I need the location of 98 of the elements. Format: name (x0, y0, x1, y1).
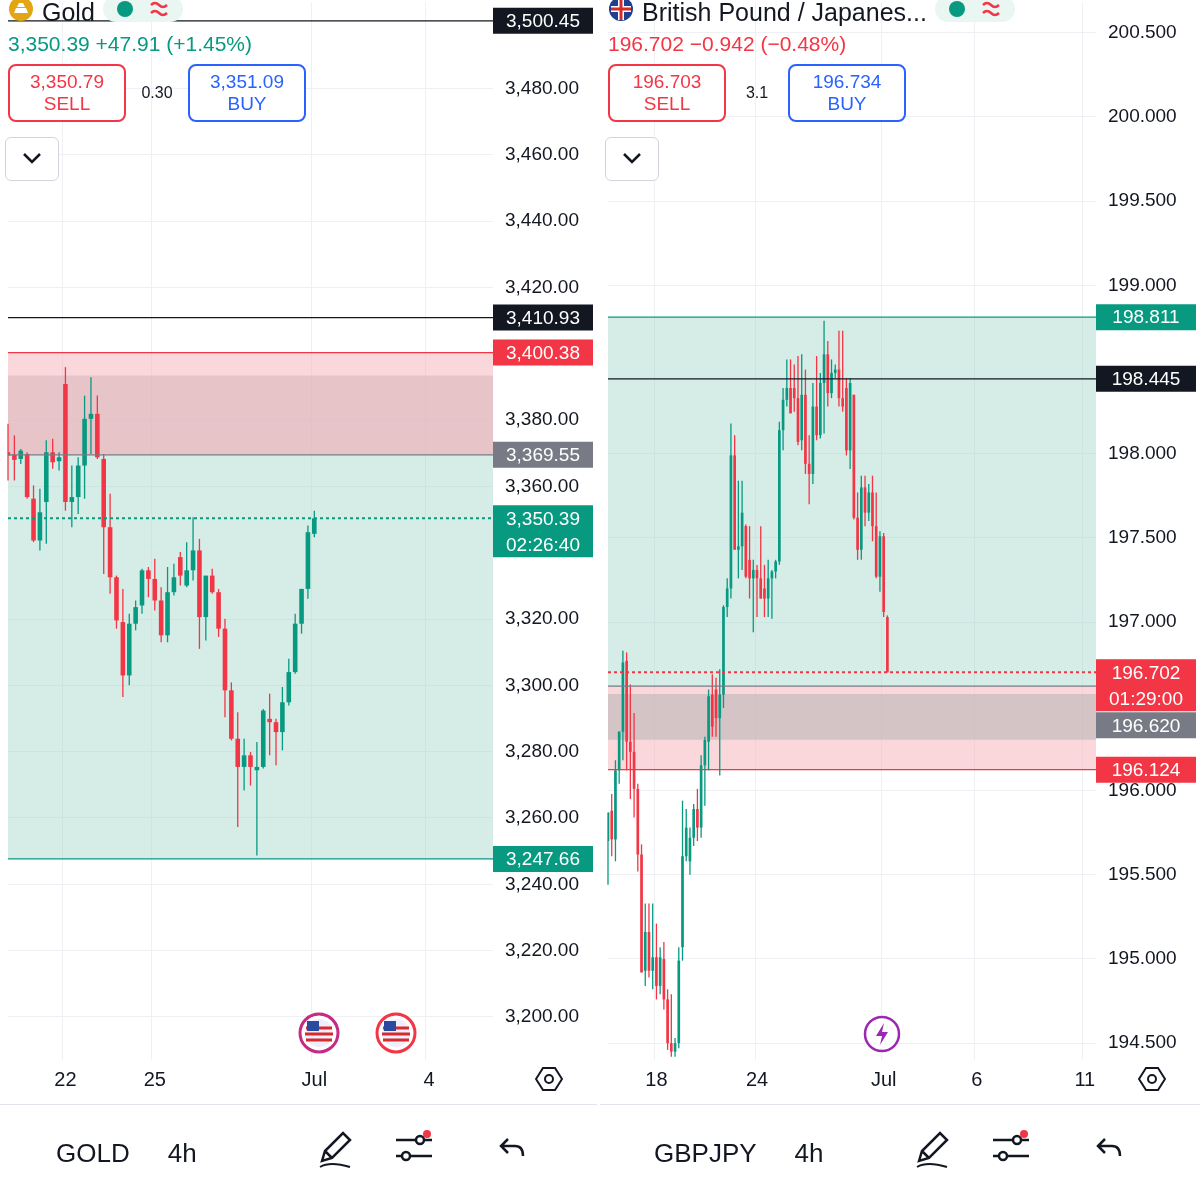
candlestick (146, 566, 151, 598)
text: 4h (167, 1137, 197, 1169)
x-tick-label: 6 (971, 1067, 983, 1090)
y-tick-label: 196.000 (1108, 778, 1177, 800)
x-tick-label: 11 (1074, 1067, 1096, 1090)
candlestick (804, 368, 807, 475)
candlestick (133, 599, 138, 631)
annotation: 0.30 (140, 84, 174, 102)
y-tick-label: 195.000 (1108, 947, 1177, 969)
ref-line-label: 196.124 (1111, 758, 1181, 780)
text: 4h (794, 1137, 824, 1169)
ref-line-label: 3,369.55 (506, 444, 580, 466)
candlestick (50, 438, 55, 470)
y-tick-label: 198.000 (1108, 441, 1177, 463)
text: GBPJPY (654, 1137, 757, 1169)
y-tick-label: 200.500 (1108, 20, 1177, 42)
candlestick (669, 993, 673, 1058)
candlestick (640, 843, 643, 974)
candlestick (209, 568, 215, 595)
y-tick-label: 3,260.00 (505, 806, 579, 828)
candlestick (267, 693, 272, 756)
x-tick-label: 25 (143, 1067, 166, 1090)
ref-line-label: 3,350.39 (506, 507, 580, 529)
y-tick-label: 197.500 (1108, 526, 1177, 548)
candlestick (178, 551, 183, 587)
candlestick (152, 558, 158, 612)
ref-line-label: 198.811 (1112, 306, 1180, 328)
x-tick-label: Jul (301, 1067, 328, 1090)
annotation: 3,351.09 (210, 71, 284, 93)
y-tick-label: 3,420.00 (505, 275, 579, 297)
y-tick-label: 200.000 (1108, 105, 1177, 127)
y-tick-label: 197.000 (1108, 610, 1177, 632)
candlestick (241, 738, 247, 792)
candlestick (763, 564, 766, 618)
annotation: SELL (43, 93, 91, 115)
candlestick (722, 604, 725, 709)
ref-line-label: 3,410.93 (506, 306, 580, 328)
y-tick-label: 3,220.00 (505, 938, 579, 960)
candlestick (748, 525, 751, 600)
candlestick (184, 541, 189, 588)
y-tick-label: 3,460.00 (505, 143, 579, 165)
candlestick (651, 902, 655, 990)
y-tick-label: 199.500 (1108, 189, 1177, 211)
candlestick (789, 358, 792, 414)
ref-line-label: 3,500.45 (506, 10, 580, 32)
y-tick-label: 3,280.00 (505, 739, 579, 761)
candlestick (856, 491, 859, 561)
candlestick (12, 434, 17, 482)
y-tick-label: 3,360.00 (505, 474, 579, 496)
x-tick-label: 4 (423, 1067, 435, 1090)
text: 02:26:40 (506, 533, 580, 555)
text: 01:29:00 (1109, 687, 1183, 709)
y-tick-label: 3,320.00 (505, 607, 579, 629)
candlestick (737, 480, 740, 579)
candlestick (681, 800, 684, 962)
y-tick-label: 3,300.00 (505, 673, 579, 695)
candlestick (830, 358, 833, 399)
candlestick (248, 751, 253, 787)
y-tick-label: 3,380.00 (505, 408, 579, 430)
x-tick-label: 22 (54, 1067, 77, 1090)
candlestick (655, 922, 658, 1001)
candlestick (807, 434, 811, 505)
ref-line-label: 196.620 (1111, 714, 1181, 736)
annotation: 3,350.79 (30, 71, 104, 93)
candlestick (751, 559, 755, 633)
y-tick-label: 194.500 (1108, 1031, 1177, 1053)
chart-title: Gold (42, 0, 95, 27)
y-tick-label: 3,480.00 (505, 76, 579, 98)
annotation: SELL (643, 93, 691, 115)
ref-line-label: 196.702 (1111, 661, 1181, 683)
x-tick-label: 18 (645, 1067, 668, 1090)
y-tick-label: 3,200.00 (505, 1005, 579, 1027)
candlestick (845, 377, 848, 457)
x-tick-label: Jul (870, 1067, 897, 1090)
candlestick (696, 788, 699, 842)
candlestick (766, 559, 770, 618)
annotation: BUY (227, 93, 267, 115)
chart-title: British Pound / Japanes... (642, 0, 927, 27)
x-tick-label: 24 (745, 1067, 769, 1090)
ref-line-label: 3,247.66 (506, 848, 580, 870)
y-tick-label: 3,440.00 (505, 209, 579, 231)
annotation: 196.703 (632, 71, 702, 93)
annotation: BUY (827, 93, 867, 115)
candlestick (871, 474, 874, 542)
y-tick-label: 199.000 (1108, 273, 1177, 295)
candlestick (718, 668, 722, 777)
text: 3,350.39 +47.91 (+1.45%) (8, 32, 254, 56)
annotation: 3.1 (744, 84, 770, 102)
text: GOLD (56, 1137, 130, 1169)
candlestick (867, 483, 871, 522)
y-tick-label: 195.500 (1108, 862, 1177, 884)
candlestick (614, 759, 617, 862)
text: 196.702 −0.942 (−0.48%) (608, 32, 848, 56)
y-tick-label: 3,240.00 (505, 872, 579, 894)
annotation: 196.734 (812, 71, 882, 93)
ref-line-label: 198.445 (1111, 368, 1181, 390)
ref-line-label: 3,400.38 (506, 341, 580, 363)
candlestick (815, 355, 818, 441)
